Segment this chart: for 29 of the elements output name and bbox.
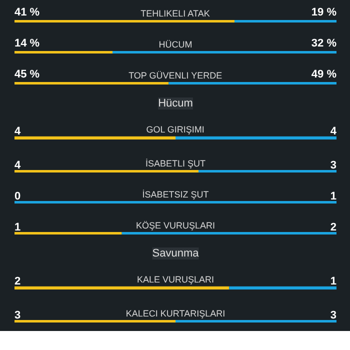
data-label: 19 % [311,6,337,18]
data-label: 2 [14,275,21,288]
chart-title: Hücum [158,98,193,110]
y-tick-label: İSABETSIZ ŞUT [142,189,210,200]
data-label: 3 [330,309,337,322]
data-label: 4 [14,125,22,138]
data-label: 45 % [14,68,40,80]
data-label: 3 [14,309,21,322]
data-label: 1 [330,275,337,288]
chart-title: Savunma [152,248,200,260]
data-label: 2 [330,221,337,234]
y-tick-label: TOP GÜVENLI YERDE [128,70,222,80]
data-label: 41 % [14,6,40,18]
data-label: 1 [14,221,21,234]
y-tick-label: HÜCUM [158,39,192,50]
data-label: 0 [14,190,21,202]
y-tick-label: TEHLIKELI ATAK [140,8,210,18]
y-tick-label: GOL GIRIŞIMI [146,124,204,134]
data-label: 32 % [311,37,337,50]
data-label: 4 [14,159,22,172]
data-label: 1 [330,190,337,202]
data-label: 3 [330,159,337,172]
y-tick-label: KÖŞE VURUŞLARI [136,220,216,230]
y-tick-label: KALE VURUŞLARI [136,274,214,284]
y-tick-label: KALECI KURTARIŞLARI [126,308,226,318]
y-tick-label: İSABETLI ŞUT [145,158,206,168]
data-label: 49 % [311,68,337,80]
data-label: 14 % [14,37,40,50]
data-label: 4 [330,125,338,138]
